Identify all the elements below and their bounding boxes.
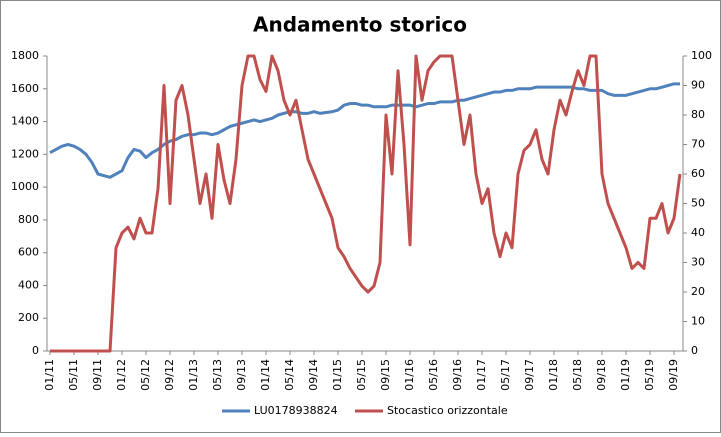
- y2-tick-label: 60: [691, 167, 705, 180]
- y-tick-label: 1000: [11, 180, 39, 193]
- x-tick-label: 05/14: [283, 359, 296, 391]
- y-tick-label: 1800: [11, 49, 39, 62]
- x-tick-label: 01/16: [403, 359, 416, 391]
- x-tick-label: 01/18: [547, 359, 560, 391]
- y2-tick-label: 0: [691, 344, 698, 357]
- y2-tick-label: 40: [691, 226, 705, 239]
- chart-title: Andamento storico: [253, 13, 467, 37]
- legend-label: LU0178938824: [254, 404, 338, 417]
- y-tick-label: 1200: [11, 147, 39, 160]
- x-tick-label: 09/12: [163, 359, 176, 391]
- x-tick-label: 09/16: [451, 359, 464, 391]
- x-tick-label: 01/11: [43, 359, 56, 391]
- y-tick-label: 400: [18, 278, 39, 291]
- x-tick-label: 01/19: [619, 359, 632, 391]
- x-tick-label: 05/12: [139, 359, 152, 391]
- y2-tick-label: 30: [691, 256, 705, 269]
- x-tick-label: 09/11: [91, 359, 104, 391]
- x-tick-label: 05/13: [211, 359, 224, 391]
- x-tick-label: 05/11: [67, 359, 80, 391]
- series-line: [50, 54, 682, 353]
- y-tick-label: 1600: [11, 82, 39, 95]
- x-tick-label: 09/13: [235, 359, 248, 391]
- x-tick-label: 05/19: [643, 359, 656, 391]
- x-tick-label: 01/14: [259, 359, 272, 391]
- y-tick-label: 800: [18, 213, 39, 226]
- y2-tick-label: 80: [691, 108, 705, 121]
- x-tick-label: 01/13: [187, 359, 200, 391]
- x-tick-label: 09/19: [667, 359, 680, 391]
- series-line: [49, 82, 680, 179]
- y2-tick-label: 10: [691, 315, 705, 328]
- x-tick-label: 01/17: [475, 359, 488, 391]
- x-tick-label: 09/14: [307, 359, 320, 391]
- x-tick-label: 09/17: [523, 359, 536, 391]
- y2-tick-label: 20: [691, 285, 705, 298]
- y2-tick-label: 90: [691, 79, 705, 92]
- x-tick-label: 05/17: [499, 359, 512, 391]
- x-tick-label: 09/15: [379, 359, 392, 391]
- x-tick-label: 01/15: [331, 359, 344, 391]
- x-tick-label: 05/16: [427, 359, 440, 391]
- x-tick-label: 01/12: [115, 359, 128, 391]
- y-tick-label: 200: [18, 311, 39, 324]
- y-tick-label: 0: [32, 344, 39, 357]
- x-tick-label: 05/18: [571, 359, 584, 391]
- y2-tick-label: 100: [691, 49, 712, 62]
- y2-tick-label: 70: [691, 138, 705, 151]
- legend-label: Stocastico orizzontale: [387, 404, 508, 417]
- y-tick-label: 1400: [11, 115, 39, 128]
- x-tick-label: 05/15: [355, 359, 368, 391]
- y-tick-label: 600: [18, 246, 39, 259]
- y2-tick-label: 50: [691, 197, 705, 210]
- x-tick-label: 09/18: [595, 359, 608, 391]
